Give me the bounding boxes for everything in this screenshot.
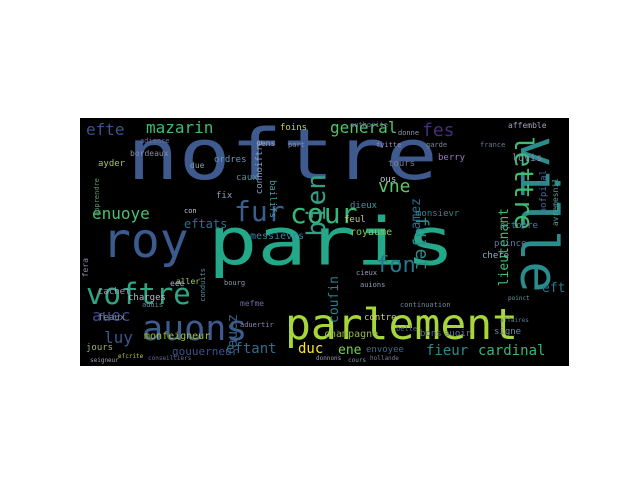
cloud-word: hofpital	[539, 170, 549, 214]
cloud-word: feul	[344, 215, 366, 225]
cloud-word: couſin	[327, 276, 342, 323]
cloud-word: aduertir	[240, 321, 274, 329]
cloud-word: cardinal	[478, 343, 546, 359]
cloud-word: belle	[396, 325, 418, 333]
cloud-word: aduis	[142, 301, 164, 309]
cloud-word: fieur	[426, 343, 469, 359]
cloud-word: messievrs	[250, 231, 305, 242]
cloud-word: eſcrite	[118, 353, 144, 360]
cloud-word: fur	[234, 195, 285, 228]
cloud-word: auez	[225, 314, 241, 348]
cloud-word: contre	[364, 313, 397, 323]
cloud-word: voftre	[86, 277, 191, 311]
cloud-word: aller	[176, 277, 201, 286]
cloud-word: mefme	[240, 299, 265, 308]
cloud-word: envoyee	[366, 345, 404, 355]
cloud-word: duc	[298, 341, 324, 357]
cloud-word: fvitte	[376, 141, 402, 149]
cloud-word: efte	[86, 120, 125, 139]
cloud-word: charges	[128, 293, 166, 303]
cloud-word: foins	[280, 123, 308, 133]
cloud-word: auoir	[444, 329, 472, 339]
cloud-word: auons	[142, 309, 248, 349]
cloud-word: dieux	[350, 201, 378, 211]
cloud-word: cachet	[98, 287, 131, 297]
cloud-word: continuation	[400, 301, 451, 309]
cloud-word: noftre	[127, 118, 438, 197]
cloud-word: donne	[398, 129, 420, 137]
cloud-word: cour	[290, 197, 358, 230]
cloud-word: enuoye	[92, 204, 150, 223]
cloud-word: bordeaux	[130, 149, 169, 158]
cloud-word: apprendre	[93, 178, 101, 216]
cloud-word: affaires	[500, 317, 529, 324]
cloud-word: authorite	[350, 121, 388, 129]
cloud-word: france	[480, 141, 506, 149]
cloud-word: paris	[208, 204, 455, 281]
cloud-word: fera	[81, 258, 90, 278]
cloud-word: part	[288, 141, 305, 149]
cloud-word: caux	[236, 173, 258, 183]
cloud-word: fes	[422, 120, 455, 141]
cloud-word: eftant	[226, 341, 277, 357]
cloud-word: lovis	[512, 153, 543, 164]
cloud-word: vne	[378, 176, 411, 197]
cloud-word: fon	[376, 253, 416, 278]
cloud-word: ene	[338, 343, 362, 358]
cloud-word: champagne	[324, 329, 379, 340]
cloud-word: octobre	[500, 221, 538, 231]
cloud-word: eftats	[184, 217, 228, 231]
cloud-word: avremesnil	[551, 178, 560, 227]
cloud-word: bailifs	[267, 180, 277, 218]
cloud-word: monfeigneur	[144, 331, 211, 342]
cloud-word: parlement	[285, 300, 518, 350]
cloud-word: ous	[380, 175, 397, 185]
cloud-word: bien	[302, 174, 332, 237]
cloud-word: eee	[170, 279, 185, 288]
cloud-word: monsievr	[416, 209, 460, 219]
cloud-word: gouuerneur	[172, 345, 239, 358]
cloud-word: cieux	[356, 269, 378, 277]
cloud-word: bons	[420, 329, 442, 339]
cloud-word: due	[190, 161, 205, 170]
cloud-word: conduits	[199, 268, 207, 302]
cloud-word: luy	[104, 328, 133, 347]
cloud-word: seigneur	[90, 357, 119, 364]
cloud-word: berry	[438, 153, 466, 163]
cloud-word: ordres	[214, 155, 247, 165]
cloud-word: cens	[256, 139, 276, 148]
cloud-word: auions	[360, 281, 386, 289]
cloud-word: feaux	[98, 313, 126, 323]
cloud-word: auec	[92, 306, 131, 325]
cloud-word: prince	[494, 239, 527, 249]
cloud-word: mazarin	[146, 118, 214, 137]
cloud-word: bourg	[224, 279, 246, 287]
cloud-word: cours	[348, 357, 367, 364]
cloud-word: adience	[140, 137, 170, 145]
cloud-word: connoiftre	[255, 140, 265, 195]
cloud-word: donnons	[316, 355, 342, 362]
word-cloud: noftre paris ville parlement roy voftre …	[80, 118, 569, 366]
cloud-word: general	[330, 118, 398, 137]
cloud-word: garde	[426, 141, 448, 149]
cloud-word: jours	[86, 343, 114, 353]
cloud-word: eft	[542, 281, 566, 296]
cloud-word: lettre	[508, 136, 538, 230]
cloud-word: fix	[216, 191, 233, 201]
cloud-word: hollande	[370, 355, 399, 362]
cloud-word: ayder	[98, 159, 126, 169]
cloud-word: affemble	[508, 121, 547, 130]
cloud-word: signe	[494, 327, 522, 337]
cloud-word: conseilliers	[148, 355, 192, 362]
cloud-word: poinct	[508, 295, 530, 302]
cloud-word: roy	[102, 213, 189, 269]
cloud-word: chere	[482, 251, 510, 261]
cloud-word: con	[184, 207, 197, 215]
cloud-word: tours	[388, 159, 416, 169]
cloud-word: royaume	[350, 227, 393, 238]
